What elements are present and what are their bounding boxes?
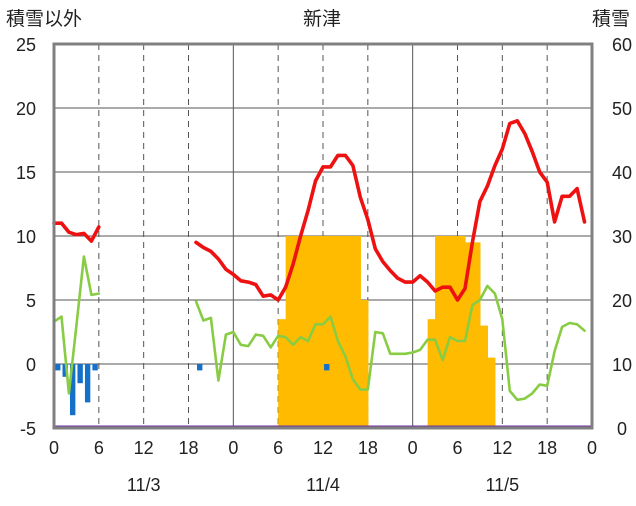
temperature-line	[52, 221, 101, 243]
left-axis-label: 積雪以外	[6, 8, 82, 30]
y-right-tick: 30	[612, 227, 632, 247]
y-left-tick: 0	[26, 355, 36, 375]
right-axis-label: 積雪	[592, 8, 630, 30]
x-tick: 0	[228, 438, 238, 458]
x-tick: 12	[134, 438, 154, 458]
y-right-tick: 10	[612, 355, 632, 375]
y-left-tick: 5	[26, 291, 36, 311]
chart-title: 新津	[303, 8, 341, 30]
x-tick: 18	[178, 438, 198, 458]
x-tick: 18	[358, 438, 378, 458]
precipitation-bar	[84, 364, 91, 403]
snow_depth-bar	[360, 300, 369, 428]
y-right-tick: 0	[617, 419, 627, 439]
temperature-line	[194, 119, 587, 302]
precipitation-bar	[324, 364, 330, 371]
x-tick: 0	[49, 438, 59, 458]
x-tick: 12	[492, 438, 512, 458]
date-label: 11/4	[306, 475, 340, 495]
snow_depth-bar	[479, 325, 488, 428]
x-tick: 12	[313, 438, 333, 458]
snow_depth-bar	[442, 236, 451, 428]
axes-layer	[52, 42, 594, 430]
snow_depth-bar	[472, 242, 481, 428]
x-tick: 0	[408, 438, 418, 458]
y-right-tick: 40	[612, 163, 632, 183]
precipitation-bar	[69, 364, 76, 416]
bars-layer	[55, 236, 496, 428]
wind-line	[194, 284, 586, 402]
precipitation-bar	[197, 364, 203, 371]
snow_depth-bar	[285, 236, 294, 428]
y-right-tick: 60	[612, 35, 632, 55]
snow_depth-bar	[457, 236, 466, 428]
y-left-tick: 25	[16, 35, 36, 55]
y-left-tick: -5	[20, 419, 36, 439]
snow_depth-bar	[293, 236, 302, 428]
y-left-tick: 15	[16, 163, 36, 183]
x-tick: 6	[273, 438, 283, 458]
snow_depth-bar	[427, 319, 436, 428]
plot-frame	[52, 42, 594, 430]
date-label: 11/5	[485, 475, 519, 495]
precipitation-bar	[62, 364, 68, 377]
date-label: 11/3	[127, 475, 161, 495]
snow_depth-bar	[435, 236, 444, 428]
snow_depth-bar	[315, 236, 324, 428]
snow_depth-bar	[450, 236, 459, 428]
snow_depth-bar	[487, 357, 496, 428]
x-tick: 18	[537, 438, 557, 458]
y-left-tick: 10	[16, 227, 36, 247]
snow_depth-bar	[337, 236, 347, 428]
lines-layer	[52, 119, 587, 402]
wind-line	[52, 255, 101, 395]
precipitation-bar	[55, 364, 61, 371]
precipitation-bar	[77, 364, 83, 384]
x-tick: 6	[94, 438, 104, 458]
snow_depth-bar	[352, 236, 361, 428]
snow_depth-bar	[278, 319, 287, 428]
y-right-tick: 20	[612, 291, 632, 311]
snow_depth-bar	[464, 242, 474, 428]
x-tick: 6	[452, 438, 462, 458]
snow_depth-bar	[323, 236, 332, 428]
y-right-tick: 50	[612, 99, 632, 119]
snow_depth-bar	[300, 236, 309, 428]
precipitation-bar	[92, 364, 98, 371]
y-left-tick: 20	[16, 99, 36, 119]
x-tick: 0	[587, 438, 597, 458]
snow_depth-bar	[345, 236, 354, 428]
